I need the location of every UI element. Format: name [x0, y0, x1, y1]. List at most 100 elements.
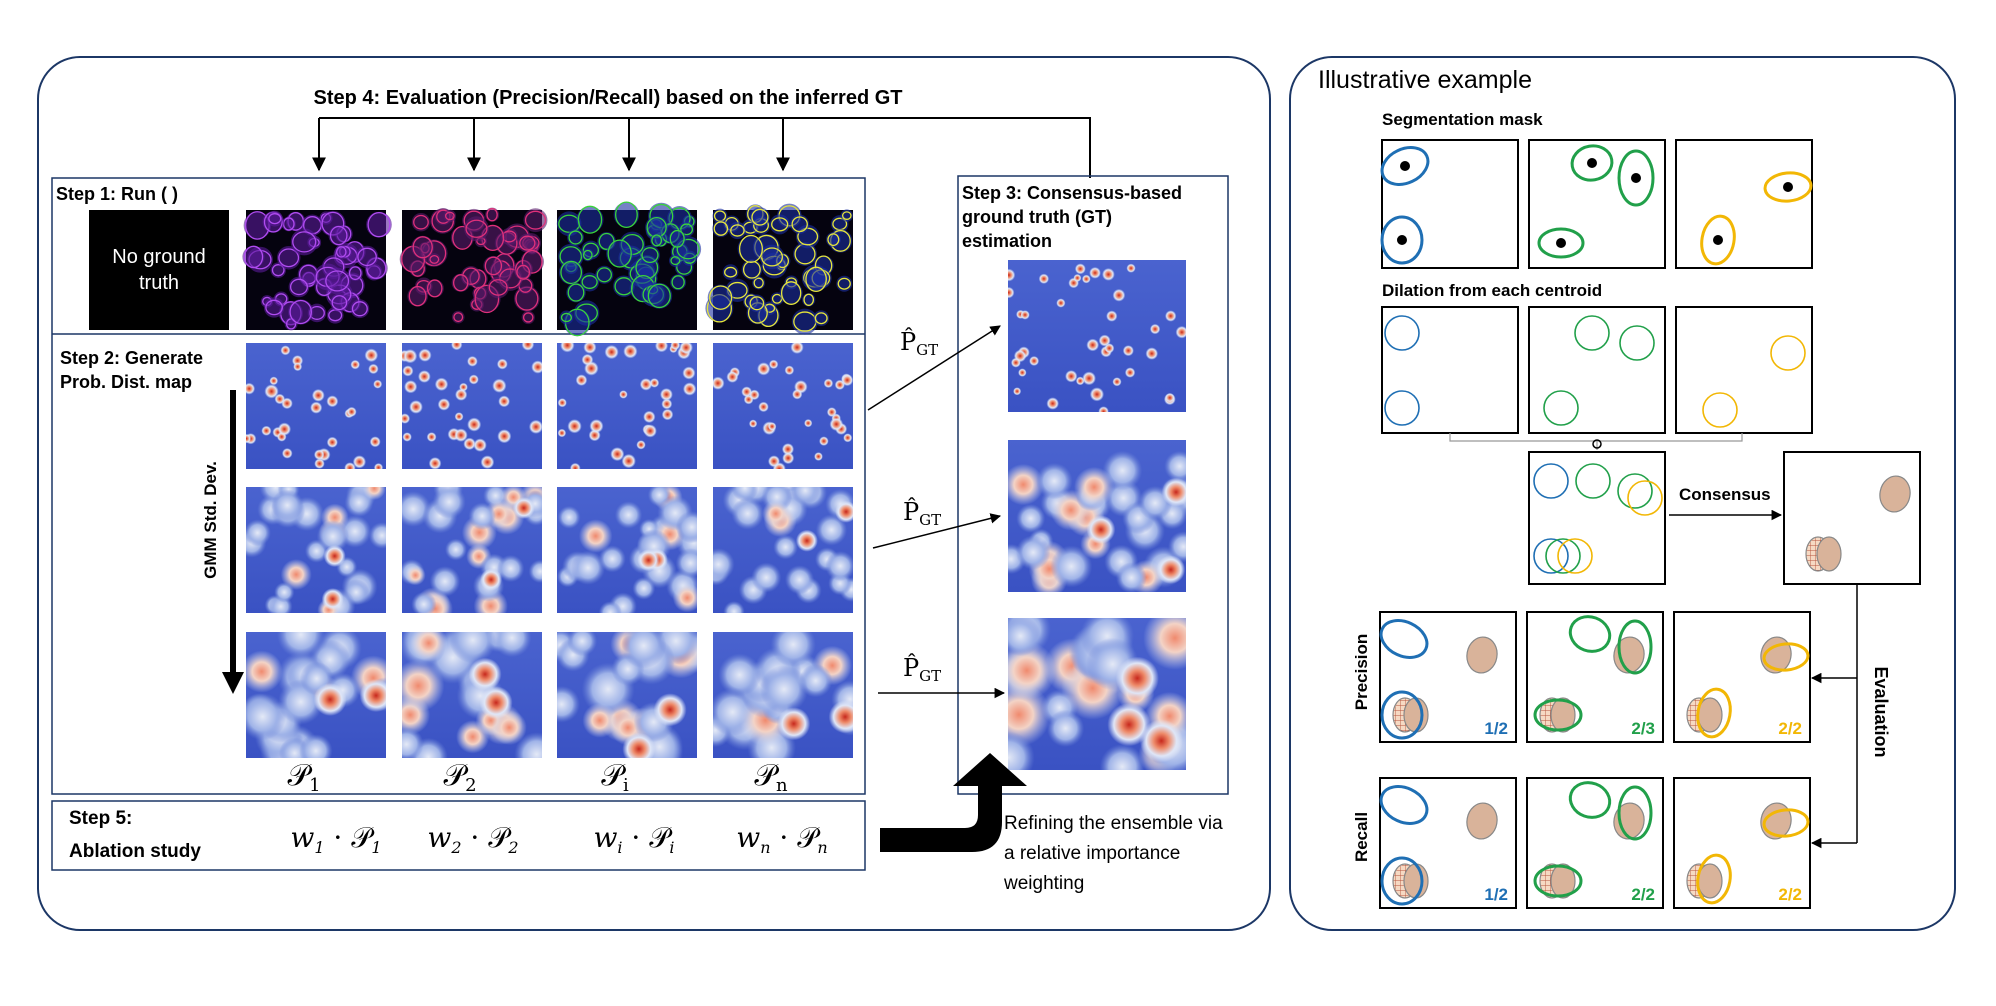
- union-box: [1528, 451, 1666, 585]
- object-ellipse: [1762, 642, 1810, 672]
- dilated-circle: [1384, 315, 1420, 351]
- probability-map: [557, 487, 697, 613]
- step2-label-line2: Prob. Dist. map: [60, 372, 192, 392]
- step5-label-line1: Step 5:: [69, 808, 132, 829]
- column-label-prob-map: 𝒫2: [443, 758, 476, 796]
- score-label: 2/2: [1631, 885, 1655, 904]
- merge-node: [1592, 439, 1602, 449]
- dilated-circle: [1545, 538, 1581, 574]
- probability-map: [402, 343, 542, 469]
- score-label: 1/2: [1484, 885, 1508, 904]
- refine-line2: a relative importance: [1004, 843, 1180, 864]
- consensus-gt-map: [1008, 440, 1186, 592]
- weighted-term: wi · 𝒫i: [593, 821, 674, 857]
- consensus-object: [1816, 536, 1842, 572]
- dilated-circle: [1702, 392, 1738, 428]
- object-ellipse: [1763, 171, 1813, 203]
- weighted-term: wn · 𝒫n: [736, 821, 827, 857]
- step3-label-line2: ground truth (GT): [962, 207, 1112, 227]
- column-label-prob-map: 𝒫n: [754, 758, 788, 796]
- consensus-object: [1466, 802, 1498, 840]
- dilation-label: Dilation from each centroid: [1382, 281, 1602, 300]
- score-label: 1/2: [1484, 719, 1508, 738]
- score-label: 2/2: [1778, 719, 1802, 738]
- step2-label-line1: Step 2: Generate: [60, 348, 203, 368]
- consensus-object: [1403, 697, 1429, 733]
- p-gt-label: P̂GT: [903, 654, 941, 685]
- centroid-dot: [1587, 158, 1597, 168]
- seg-mask-box-green: [1528, 139, 1666, 269]
- dilated-circle: [1384, 390, 1420, 426]
- p-gt-label: P̂GT: [900, 328, 938, 359]
- dilated-circle: [1770, 335, 1806, 371]
- precision-label: Precision: [1352, 634, 1371, 711]
- probability-map: [713, 632, 853, 758]
- object-ellipse: [1380, 856, 1424, 906]
- refine-line1: Refining the ensemble via: [1004, 813, 1223, 834]
- consensus-box: [1783, 451, 1921, 585]
- object-ellipse: [1380, 690, 1424, 740]
- consensus-object: [1879, 475, 1911, 513]
- probability-map: [713, 487, 853, 613]
- dilated-circle: [1533, 463, 1569, 499]
- illustrative-title: Illustrative example: [1318, 66, 1532, 94]
- recall-label: Recall: [1352, 812, 1371, 862]
- centroid-dot: [1631, 173, 1641, 183]
- object-ellipse: [1533, 864, 1583, 898]
- gmm-std-label: GMM Std. Dev.: [201, 461, 220, 579]
- step5-box: [51, 800, 866, 871]
- probability-map: [246, 487, 386, 613]
- segmentation-thumbnail: [556, 201, 702, 337]
- step4-connector: [312, 117, 1091, 178]
- dilated-circle: [1575, 463, 1611, 499]
- step3-label-line1: Step 3: Consensus-based: [962, 183, 1182, 203]
- weighted-term: w2 · 𝒫2: [427, 821, 518, 857]
- pgt-arrows: [867, 325, 1006, 699]
- dilated-circle: [1543, 390, 1579, 426]
- consensus-object: [1550, 863, 1576, 899]
- probability-map: [557, 343, 697, 469]
- refine-arrow: [880, 753, 1027, 852]
- dilation-box-green: [1528, 306, 1666, 434]
- p-gt-label: P̂GT: [903, 498, 941, 529]
- column-label-prob-map: 𝒫i: [601, 758, 629, 796]
- step5-label-line2: Ablation study: [69, 841, 201, 862]
- consensus-object: [1403, 863, 1429, 899]
- dilated-circle: [1619, 325, 1655, 361]
- left-panel: [37, 56, 1271, 931]
- centroid-dot: [1783, 182, 1793, 192]
- object-ellipse: [1380, 146, 1430, 186]
- evaluation-label: Evaluation: [1871, 666, 1891, 757]
- centroid-dot: [1713, 235, 1723, 245]
- consensus-label: Consensus: [1679, 485, 1771, 504]
- step1-label: Step 1: Run ( ): [56, 184, 178, 204]
- step3-box: [957, 175, 1229, 795]
- object-ellipse: [1617, 619, 1653, 675]
- object-ellipse: [1696, 687, 1732, 739]
- weighted-term: w1 · 𝒫1: [290, 821, 381, 857]
- dilated-circle: [1627, 480, 1663, 516]
- column-label-prob-map: 𝒫1: [287, 758, 320, 796]
- object-ellipse: [1617, 785, 1653, 841]
- centroid-dot: [1400, 161, 1410, 171]
- seg-mask-box-blue: [1381, 139, 1519, 269]
- no-ground-truth-line2: truth: [139, 272, 179, 294]
- dilation-box-blue: [1381, 306, 1519, 434]
- object-ellipse: [1570, 144, 1614, 182]
- probability-map: [402, 632, 542, 758]
- step3-label-line3: estimation: [962, 231, 1052, 251]
- score-label: 2/3: [1631, 719, 1655, 738]
- object-ellipse: [1379, 619, 1429, 659]
- consensus-object: [1466, 636, 1498, 674]
- object-ellipse: [1537, 227, 1585, 259]
- segmentation-thumbnail: [399, 207, 548, 330]
- segmentation-thumbnail: [242, 210, 392, 331]
- step4-label: Step 4: Evaluation (Precision/Recall) ba…: [313, 87, 902, 109]
- object-ellipse: [1379, 785, 1429, 825]
- centroid-dot: [1556, 238, 1566, 248]
- object-ellipse: [1617, 149, 1655, 207]
- object-ellipse: [1696, 853, 1732, 905]
- dilated-circle: [1533, 538, 1569, 574]
- object-ellipse: [1700, 214, 1736, 266]
